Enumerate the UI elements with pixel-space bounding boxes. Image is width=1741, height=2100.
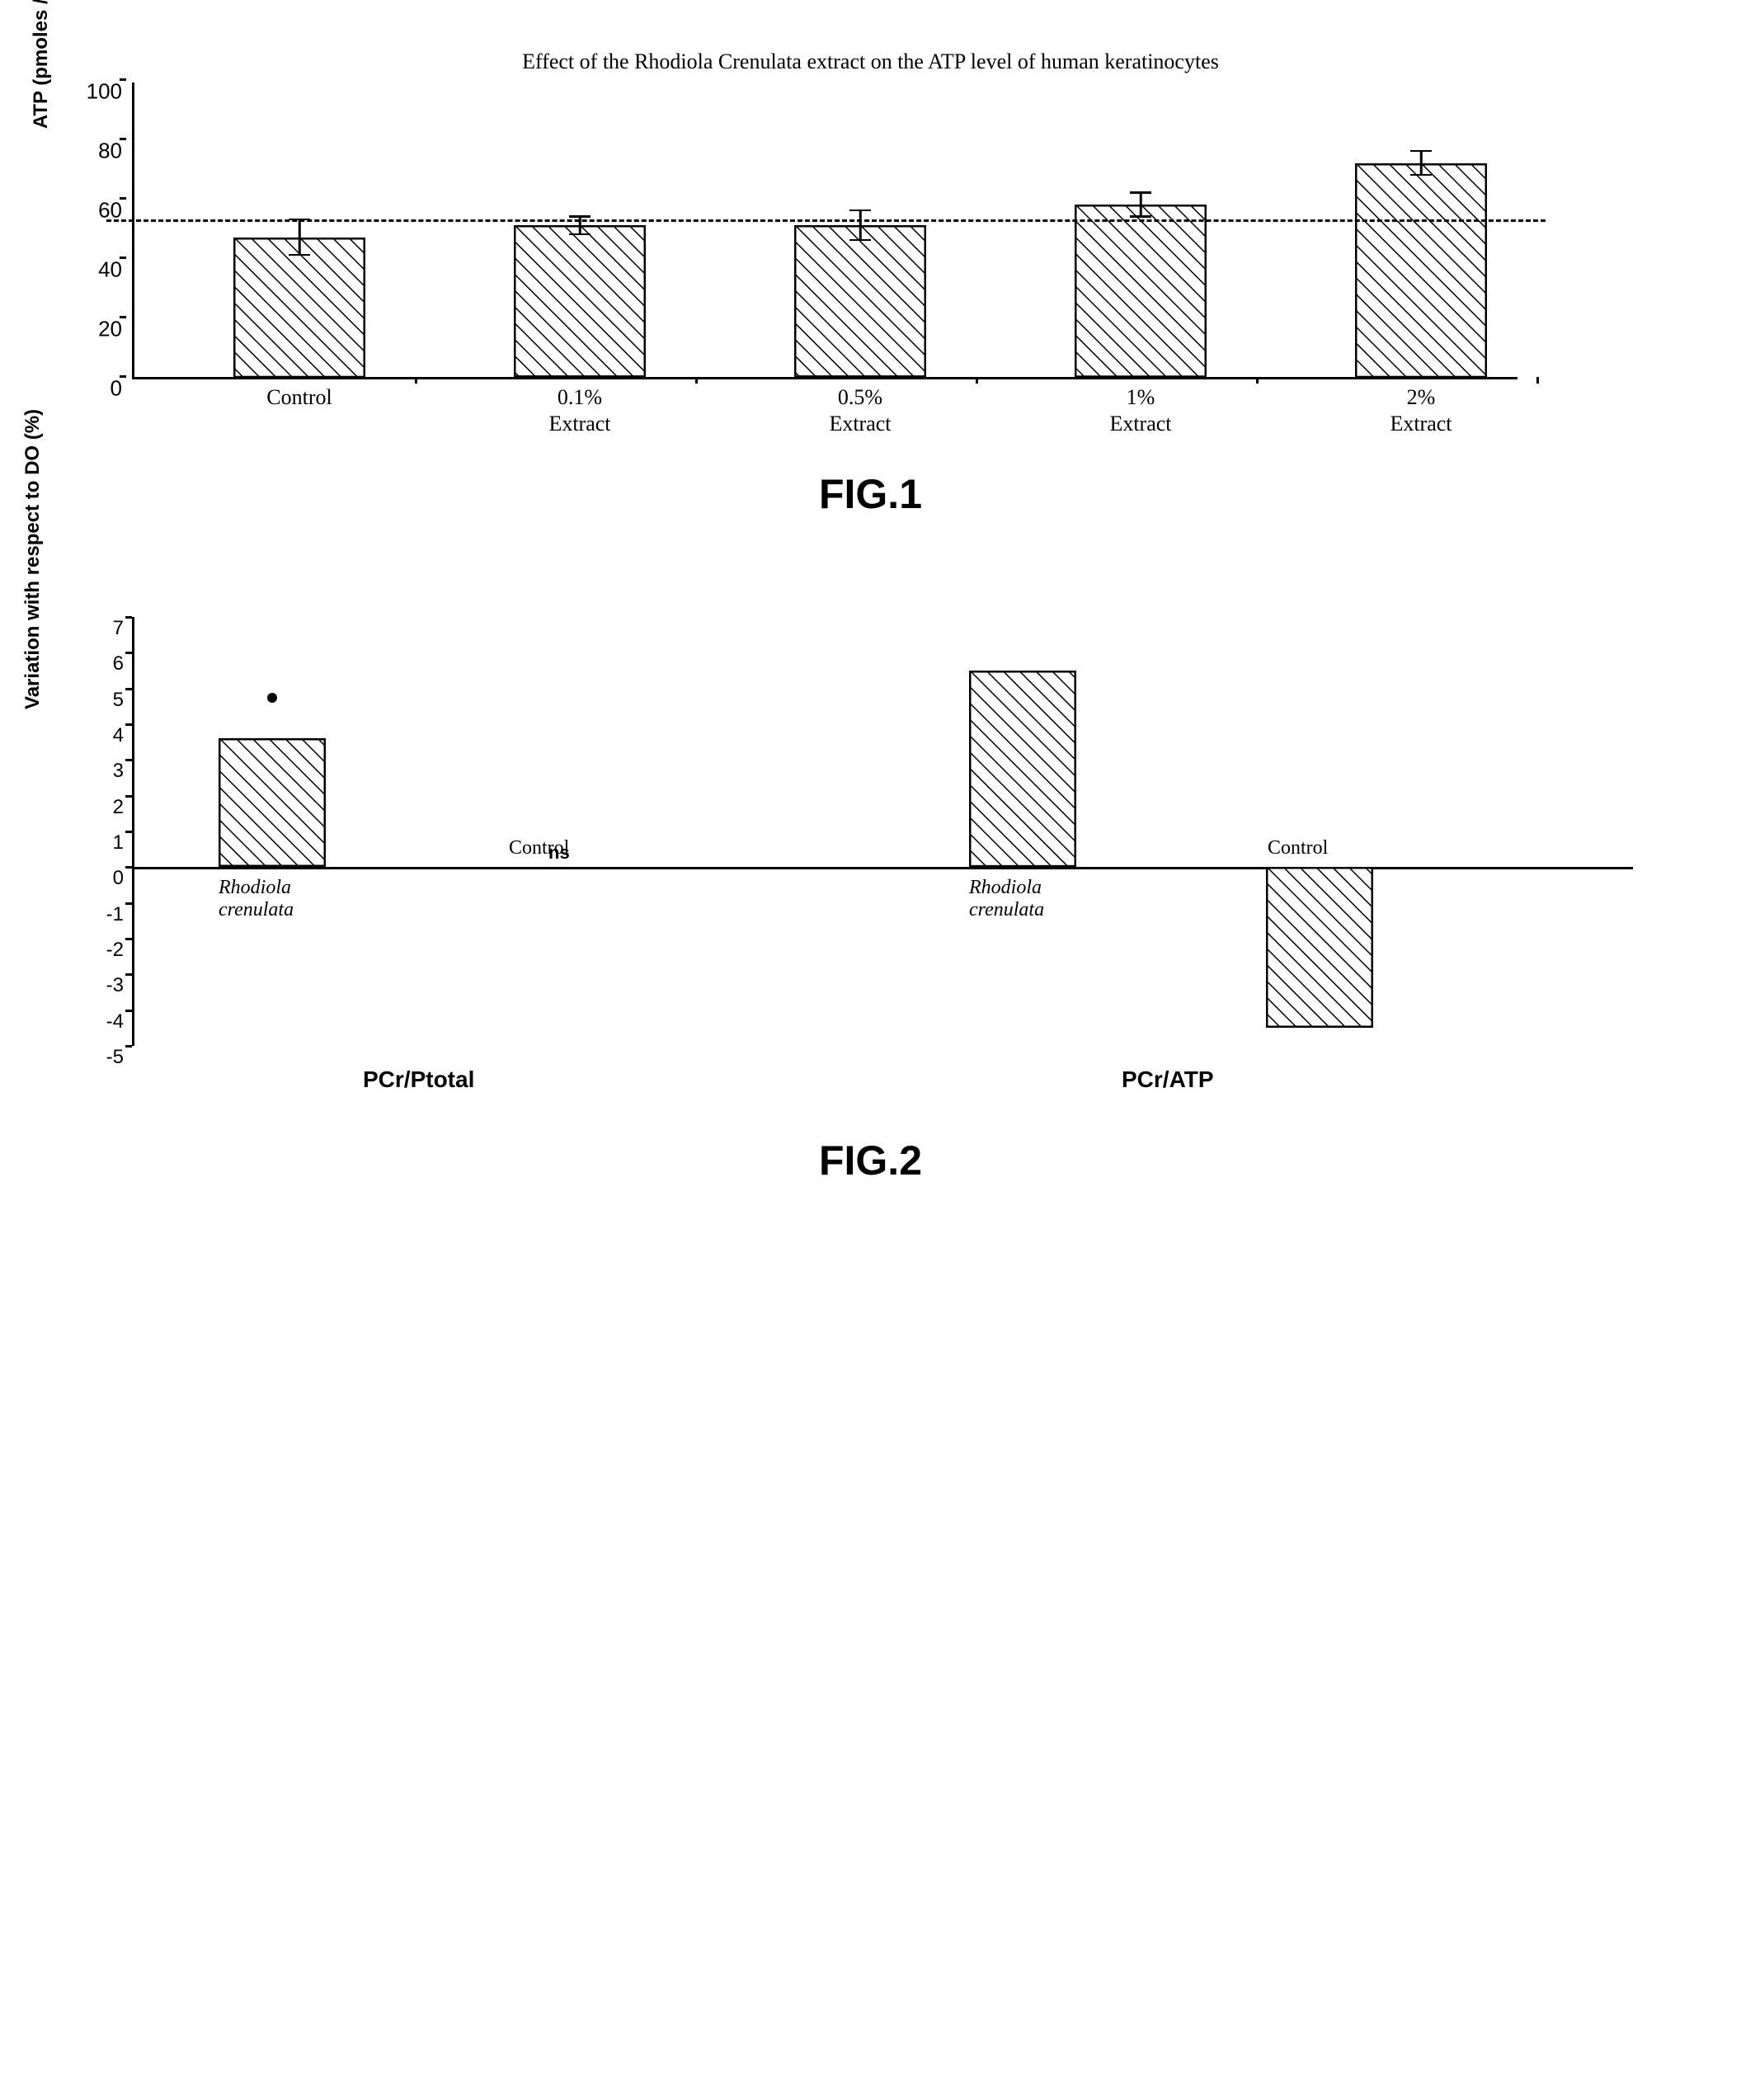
fig2-bar <box>507 867 614 869</box>
fig1-ytick-mark <box>120 197 126 200</box>
fig1-xtick <box>1536 377 1539 384</box>
fig1-caption: FIG.1 <box>25 470 1716 518</box>
fig2-chart: Variation with respect to DO (%) -5-4-3-… <box>25 617 1716 1046</box>
fig2-bar-label: Rhodiolacrenulata <box>219 877 294 921</box>
fig1-ytick: 20 <box>77 317 122 342</box>
fig2-ytick: -1 <box>87 903 124 926</box>
fig2-ytick: 0 <box>87 867 124 890</box>
fig2-ytick-mark <box>125 795 132 798</box>
fig2-caption: FIG.2 <box>25 1137 1716 1184</box>
fig2-ytick-mark <box>125 938 132 940</box>
fig1-ytick-mark <box>120 375 126 378</box>
fig1-ytick: 80 <box>77 139 122 164</box>
fig1-ytick: 100 <box>77 79 122 105</box>
fig2-ns-label: ns <box>548 842 570 864</box>
fig1-error-cap <box>289 254 310 257</box>
fig2-ytick-mark <box>125 866 132 869</box>
fig2-ytick-mark <box>125 688 132 690</box>
fig2-group-label: PCr/Ptotal <box>363 1066 474 1093</box>
fig1-ytick: 40 <box>77 257 122 283</box>
fig2-ytick-mark <box>125 1010 132 1012</box>
fig1-error-cap <box>569 233 591 236</box>
fig2-bar <box>1266 867 1373 1028</box>
fig1-bar-rect <box>1075 205 1207 377</box>
fig1-xtick <box>695 377 698 384</box>
fig2-ytick: 3 <box>87 760 124 783</box>
fig1-ytick-mark <box>120 316 126 318</box>
fig1-error-cap <box>1130 215 1151 218</box>
fig1-ytick-mark <box>120 257 126 259</box>
fig1-ytick-mark <box>120 78 126 81</box>
fig1-bar-rect <box>794 225 926 377</box>
fig2-ytick-mark <box>125 831 132 833</box>
fig1-ytick-mark <box>120 138 126 140</box>
fig1-xtick <box>976 377 978 384</box>
fig2-bar <box>219 738 326 867</box>
fig1-bar-rect <box>1355 163 1487 377</box>
fig1-error-bar <box>859 210 862 240</box>
fig2-y-label: Variation with respect to DO (%) <box>21 409 45 709</box>
fig2-ytick: 5 <box>87 689 124 712</box>
fig2-sig-dot <box>267 693 277 703</box>
fig1-x-label: 1%Extract <box>1058 377 1223 436</box>
fig2-bar <box>969 671 1076 867</box>
fig2-x-axis <box>132 867 1633 869</box>
fig2-ytick: -2 <box>87 939 124 962</box>
fig2-y-axis <box>132 617 134 1046</box>
fig2-ytick: -3 <box>87 974 124 997</box>
fig2-ytick: 2 <box>87 796 124 819</box>
figure-1: Effect of the Rhodiola Crenulata extract… <box>25 49 1716 518</box>
fig1-x-label: Control <box>217 377 382 412</box>
fig1-bar-rect <box>514 225 646 377</box>
fig1-bars <box>134 82 1517 377</box>
fig1-ytick: 0 <box>77 376 122 402</box>
fig1-plot: 020406080100 Control0.1%Extract0.5%Extra… <box>132 82 1517 379</box>
fig2-ytick: 1 <box>87 831 124 855</box>
fig2-ytick-mark <box>125 759 132 761</box>
fig1-dashline <box>106 219 1545 222</box>
fig2-group-label: PCr/ATP <box>1122 1066 1214 1093</box>
fig2-plot: -5-4-3-2-101234567RhodiolacrenulataContr… <box>132 617 1517 1046</box>
fig1-bar-rect <box>233 238 365 377</box>
figure-2: Variation with respect to DO (%) -5-4-3-… <box>25 617 1716 1184</box>
fig1-chart: ATP (pmoles /µg proteins) 020406080100 C… <box>25 82 1716 379</box>
fig1-xtick <box>1256 377 1259 384</box>
fig1-error-cap <box>849 210 871 212</box>
fig1-x-label: 0.1%Extract <box>497 377 662 436</box>
fig1-error-cap <box>569 215 591 218</box>
fig2-ytick: 4 <box>87 724 124 747</box>
fig2-ytick: -5 <box>87 1046 124 1069</box>
fig1-error-bar <box>1420 151 1423 175</box>
fig1-error-cap <box>1130 191 1151 194</box>
fig2-ytick-mark <box>125 902 132 905</box>
fig2-ytick: 7 <box>87 617 124 640</box>
fig2-ytick-mark <box>125 652 132 654</box>
fig2-ytick-mark <box>125 973 132 976</box>
fig2-ytick-mark <box>125 616 132 619</box>
fig1-error-bar <box>1140 193 1142 217</box>
fig1-x-label: 2%Extract <box>1339 377 1503 436</box>
fig1-x-label: 0.5%Extract <box>778 377 943 436</box>
fig2-ytick-mark <box>125 723 132 726</box>
fig1-error-cap <box>849 239 871 242</box>
fig1-title: Effect of the Rhodiola Crenulata extract… <box>25 49 1716 74</box>
fig2-ytick: -4 <box>87 1010 124 1034</box>
fig2-ytick: 6 <box>87 652 124 676</box>
fig1-error-bar <box>299 219 301 255</box>
fig1-error-cap <box>1410 174 1432 177</box>
fig1-xtick <box>415 377 417 384</box>
fig2-bar-label: Rhodiolacrenulata <box>969 877 1044 921</box>
fig1-error-cap <box>1410 150 1432 153</box>
fig2-bar-label: Control <box>1268 837 1328 859</box>
fig1-y-label: ATP (pmoles /µg proteins) <box>30 0 53 129</box>
fig2-ytick-mark <box>125 1045 132 1048</box>
